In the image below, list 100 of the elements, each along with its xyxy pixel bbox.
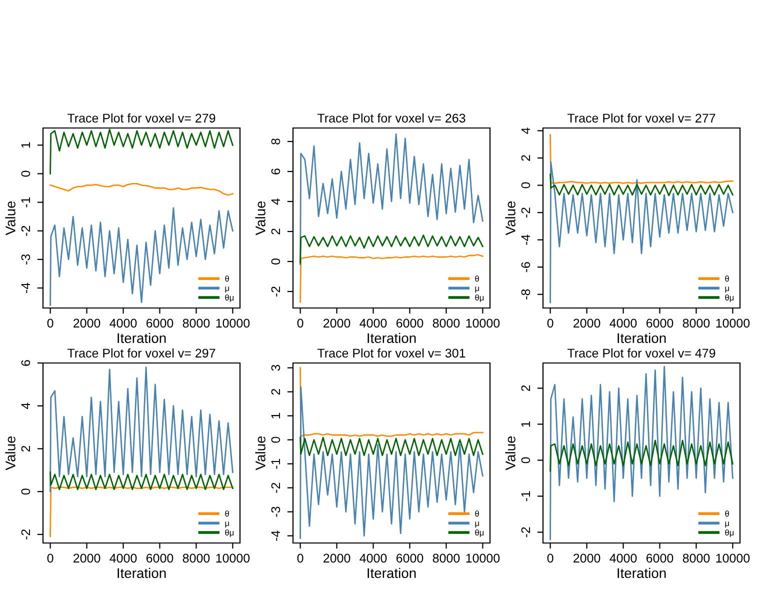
x-tick-label: 6000 (396, 318, 424, 328)
line-series (550, 174, 734, 196)
x-tick-label: 8000 (432, 554, 460, 563)
y-tick-label: 0 (271, 436, 280, 443)
x-tick-label: 10000 (216, 554, 250, 563)
x-tick-label: 8000 (432, 318, 460, 328)
y-tick-label: 1 (21, 142, 30, 148)
legend-label: θ (225, 510, 229, 517)
x-tick-label: 6000 (396, 554, 424, 563)
x-tick-label: 10000 (716, 554, 750, 563)
x-tick-label: 6000 (646, 554, 674, 563)
x-axis-title: Iteration (618, 568, 666, 578)
line-series (50, 207, 234, 306)
line-series (300, 254, 484, 303)
y-tick-label: 2 (271, 228, 280, 234)
x-tick-label: 4000 (110, 554, 137, 563)
x-axis-title: Iteration (618, 332, 666, 344)
x-tick-label: 8000 (682, 318, 710, 328)
x-tick-label: 8000 (182, 554, 210, 563)
y-tick-label: -2 (271, 286, 280, 296)
y-tick-label: -6 (521, 262, 530, 272)
line-series (50, 366, 234, 492)
y-tick-label: 6 (271, 168, 280, 174)
x-tick-label: 2000 (574, 554, 600, 563)
x-tick-label: 8000 (182, 318, 210, 328)
y-tick-label: 4 (521, 128, 530, 134)
line-series (50, 128, 234, 174)
legend-label: θμ (225, 294, 234, 302)
x-tick-label: 10000 (216, 318, 250, 328)
legend-label: μ (475, 286, 479, 293)
y-tick-label: 2 (21, 446, 30, 452)
y-axis-title: Value (505, 201, 516, 236)
chart-title: Trace Plot for voxel v= 297 (68, 348, 216, 358)
y-tick-label: -4 (21, 282, 30, 293)
y-tick-label: 3 (271, 364, 280, 371)
chart-title: Trace Plot for voxel v= 479 (568, 348, 716, 358)
x-tick-label: 4000 (610, 554, 637, 563)
x-tick-label: 0 (47, 318, 54, 328)
legend-label: θμ (225, 529, 234, 538)
y-tick-label: -2 (21, 226, 30, 236)
legend-label: θ (725, 276, 729, 282)
line-series (550, 161, 734, 304)
line-series (550, 440, 734, 472)
x-axis-title: Iteration (118, 332, 166, 344)
legend-label: θμ (725, 529, 734, 538)
x-tick-label: 6000 (146, 554, 174, 563)
y-tick-label: 0 (521, 182, 530, 188)
y-tick-label: 1 (521, 421, 530, 427)
legend-label: θ (725, 510, 729, 517)
x-tick-label: 4000 (110, 318, 137, 328)
y-axis-title: Value (5, 201, 16, 236)
y-axis-title: Value (5, 436, 16, 470)
y-tick-label: -2 (271, 482, 280, 493)
legend-label: μ (225, 522, 229, 528)
x-tick-label: 0 (297, 318, 304, 328)
y-tick-label: 4 (271, 198, 280, 205)
line-series (300, 436, 484, 456)
chart-title: Trace Plot for voxel v= 279 (68, 113, 216, 123)
legend-label: θ (475, 276, 479, 282)
y-tick-label: -1 (521, 491, 530, 502)
legend-label: μ (475, 522, 479, 528)
line-series (50, 472, 234, 490)
legend-label: θμ (475, 529, 484, 538)
y-tick-label: -4 (271, 530, 280, 541)
y-tick-label: 4 (21, 402, 30, 410)
line-series (300, 234, 484, 264)
y-tick-label: -3 (21, 254, 30, 264)
y-axis-title: Value (255, 436, 266, 470)
legend-label: θμ (725, 294, 734, 302)
x-tick-label: 8000 (682, 554, 710, 563)
legend-label: μ (225, 286, 229, 293)
y-tick-label: -4 (521, 234, 530, 245)
y-tick-label: 0 (21, 170, 30, 177)
x-tick-label: 0 (297, 554, 304, 563)
y-tick-label: 2 (271, 388, 280, 395)
y-tick-label: -8 (521, 289, 530, 300)
y-tick-label: -1 (271, 458, 280, 469)
y-tick-label: 2 (521, 155, 530, 161)
x-tick-label: 0 (547, 554, 554, 563)
x-axis-title: Iteration (368, 568, 416, 578)
x-tick-label: 2000 (74, 318, 100, 328)
x-tick-label: 4000 (360, 554, 387, 563)
legend-label: θμ (475, 294, 484, 302)
line-series (300, 386, 484, 539)
legend-label: μ (725, 286, 729, 293)
x-tick-label: 4000 (610, 318, 637, 328)
y-tick-label: 8 (271, 138, 280, 144)
chart-title: Trace Plot for voxel v= 301 (318, 348, 466, 358)
y-axis-title: Value (255, 201, 266, 236)
x-axis-title: Iteration (118, 568, 166, 578)
y-tick-label: 0 (271, 258, 280, 264)
y-tick-label: -2 (21, 530, 30, 540)
x-tick-label: 0 (47, 554, 54, 563)
x-tick-label: 4000 (360, 318, 387, 328)
y-tick-label: 2 (521, 385, 530, 392)
x-tick-label: 0 (547, 318, 554, 328)
x-tick-label: 10000 (466, 318, 500, 328)
y-tick-label: -1 (21, 197, 30, 208)
line-series (300, 133, 484, 266)
x-tick-label: 2000 (324, 554, 350, 563)
